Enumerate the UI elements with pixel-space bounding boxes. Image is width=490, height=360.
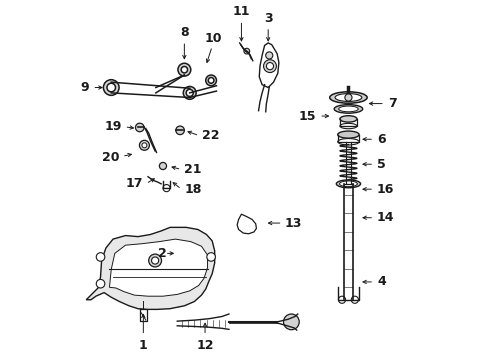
Text: 1: 1 xyxy=(139,339,147,352)
Ellipse shape xyxy=(340,181,357,187)
Circle shape xyxy=(181,67,188,73)
Text: 10: 10 xyxy=(204,32,221,45)
Circle shape xyxy=(96,253,105,261)
Text: 16: 16 xyxy=(377,183,394,196)
Circle shape xyxy=(107,83,116,92)
Circle shape xyxy=(176,126,184,135)
Circle shape xyxy=(266,52,273,59)
Text: 22: 22 xyxy=(202,129,220,142)
Circle shape xyxy=(186,89,193,96)
Circle shape xyxy=(206,75,217,86)
Circle shape xyxy=(140,140,149,150)
Circle shape xyxy=(267,63,273,70)
Text: 15: 15 xyxy=(299,109,317,122)
Text: 18: 18 xyxy=(184,183,202,196)
Text: 20: 20 xyxy=(102,150,120,163)
Polygon shape xyxy=(259,43,279,87)
Text: 21: 21 xyxy=(184,163,202,176)
Ellipse shape xyxy=(338,139,359,145)
Ellipse shape xyxy=(338,131,359,138)
Text: 2: 2 xyxy=(158,247,167,260)
Text: 14: 14 xyxy=(377,211,394,224)
Circle shape xyxy=(207,253,216,261)
Circle shape xyxy=(103,80,119,95)
Text: 8: 8 xyxy=(180,26,189,39)
Circle shape xyxy=(351,296,358,303)
Circle shape xyxy=(183,86,196,99)
Ellipse shape xyxy=(336,180,361,188)
Polygon shape xyxy=(86,228,215,309)
Text: 9: 9 xyxy=(80,81,89,94)
Text: 3: 3 xyxy=(264,12,272,25)
Circle shape xyxy=(339,296,345,303)
Ellipse shape xyxy=(334,105,363,113)
Ellipse shape xyxy=(330,92,367,103)
Text: 6: 6 xyxy=(377,133,386,146)
Circle shape xyxy=(163,185,170,192)
Circle shape xyxy=(159,162,167,170)
Circle shape xyxy=(178,63,191,76)
Circle shape xyxy=(142,143,147,148)
Polygon shape xyxy=(237,214,256,234)
Circle shape xyxy=(208,77,214,83)
Text: 19: 19 xyxy=(104,120,122,133)
Ellipse shape xyxy=(340,116,357,122)
Text: 5: 5 xyxy=(377,158,386,171)
Circle shape xyxy=(148,254,162,267)
Text: 17: 17 xyxy=(126,177,144,190)
Circle shape xyxy=(244,48,249,54)
Polygon shape xyxy=(109,239,208,296)
Text: 13: 13 xyxy=(284,217,302,230)
Ellipse shape xyxy=(340,123,357,129)
Text: 12: 12 xyxy=(197,339,215,352)
Circle shape xyxy=(345,94,352,101)
Text: 7: 7 xyxy=(388,97,396,110)
Circle shape xyxy=(151,257,159,264)
Text: 11: 11 xyxy=(233,5,250,18)
Circle shape xyxy=(264,60,276,73)
Circle shape xyxy=(284,314,299,330)
Text: 4: 4 xyxy=(377,275,386,288)
Ellipse shape xyxy=(339,106,358,112)
Circle shape xyxy=(136,123,144,132)
Circle shape xyxy=(96,279,105,288)
Ellipse shape xyxy=(335,94,362,102)
